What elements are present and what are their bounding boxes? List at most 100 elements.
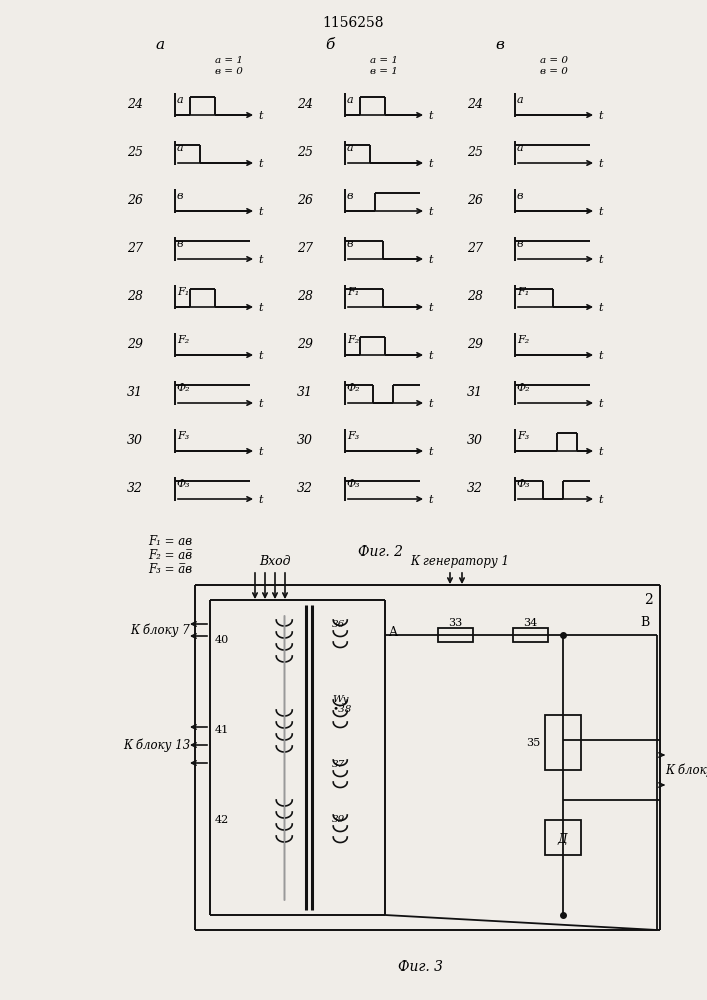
Text: F₃: F₃ [177, 431, 189, 441]
Text: в: в [495, 38, 504, 52]
Text: 28: 28 [467, 290, 483, 303]
Text: Вход: Вход [259, 555, 291, 568]
Text: 35: 35 [526, 738, 540, 748]
Text: а: а [155, 38, 164, 52]
Text: в = 1: в = 1 [370, 67, 398, 76]
Text: t: t [258, 495, 262, 505]
Text: К блоку 3: К блоку 3 [665, 763, 707, 777]
Text: t: t [258, 111, 262, 121]
Text: 27: 27 [127, 242, 143, 255]
Text: 25: 25 [297, 146, 313, 159]
Text: а = 1: а = 1 [370, 56, 398, 65]
Text: а: а [347, 143, 354, 153]
Text: t: t [258, 207, 262, 217]
Text: 33: 33 [448, 618, 462, 628]
Text: 29: 29 [297, 338, 313, 351]
Text: t: t [598, 447, 602, 457]
Text: а = 0: а = 0 [540, 56, 568, 65]
Text: 28: 28 [297, 290, 313, 303]
Bar [544, 820, 580, 855]
Text: t: t [428, 159, 433, 169]
Text: 27: 27 [297, 242, 313, 255]
Text: t: t [428, 207, 433, 217]
Text: 31: 31 [467, 386, 483, 399]
Text: t: t [258, 399, 262, 409]
Text: 32: 32 [297, 482, 313, 495]
Text: t: t [598, 399, 602, 409]
Text: Φ₃: Φ₃ [177, 479, 191, 489]
Text: 30: 30 [127, 434, 143, 447]
Text: F₁: F₁ [517, 287, 530, 297]
Text: в: в [347, 239, 354, 249]
Text: t: t [258, 303, 262, 313]
Text: К блоку 13: К блоку 13 [123, 738, 190, 752]
Text: Φ₃: Φ₃ [517, 479, 531, 489]
Text: в: в [177, 239, 184, 249]
Text: 30: 30 [467, 434, 483, 447]
Text: B: B [640, 616, 649, 630]
Text: а: а [177, 95, 184, 105]
Text: A: A [388, 626, 397, 640]
Text: 41: 41 [215, 725, 229, 735]
Text: t: t [598, 255, 602, 265]
Text: 31: 31 [297, 386, 313, 399]
Text: в = 0: в = 0 [215, 67, 243, 76]
Text: t: t [598, 495, 602, 505]
Text: в: в [517, 191, 523, 201]
Text: а = 1: а = 1 [215, 56, 243, 65]
Text: F₃: F₃ [517, 431, 530, 441]
Text: К генератору 1: К генератору 1 [411, 555, 510, 568]
Text: а: а [517, 95, 524, 105]
Text: 37: 37 [332, 760, 346, 769]
Text: F₂ = ав̅: F₂ = ав̅ [148, 549, 192, 562]
Text: Φ₂: Φ₂ [517, 383, 531, 393]
Text: F₁: F₁ [177, 287, 189, 297]
Text: F₁ = ав: F₁ = ав [148, 535, 192, 548]
Bar [544, 715, 580, 770]
Text: 34: 34 [523, 618, 537, 628]
Text: в: в [347, 191, 354, 201]
Text: t: t [428, 447, 433, 457]
Text: 24: 24 [127, 98, 143, 111]
Text: 24: 24 [467, 98, 483, 111]
Bar [513, 628, 547, 642]
Text: Фиг. 3: Фиг. 3 [397, 960, 443, 974]
Text: t: t [428, 351, 433, 361]
Text: Д: Д [558, 833, 567, 846]
Text: t: t [428, 111, 433, 121]
Text: F₂: F₂ [177, 335, 189, 345]
Text: 36: 36 [332, 620, 346, 629]
Text: 29: 29 [467, 338, 483, 351]
Text: t: t [598, 303, 602, 313]
Text: 26: 26 [467, 194, 483, 207]
Text: F₂: F₂ [517, 335, 530, 345]
Text: К блоку 7: К блоку 7 [130, 623, 190, 637]
Text: F₃ = а̅в: F₃ = а̅в [148, 563, 192, 576]
Text: 1156258: 1156258 [322, 16, 384, 30]
Text: 24: 24 [297, 98, 313, 111]
Text: t: t [428, 255, 433, 265]
Text: 2: 2 [643, 593, 653, 607]
Text: Wу
•38: Wу •38 [332, 695, 351, 714]
Text: 30: 30 [297, 434, 313, 447]
Text: Φ₂: Φ₂ [347, 383, 361, 393]
Text: 25: 25 [467, 146, 483, 159]
Text: в: в [517, 239, 523, 249]
Text: в = 0: в = 0 [540, 67, 568, 76]
Text: Фиг. 2: Фиг. 2 [358, 545, 402, 559]
Text: 39: 39 [332, 815, 346, 824]
Text: в: в [177, 191, 184, 201]
Text: Φ₂: Φ₂ [177, 383, 191, 393]
Text: 32: 32 [127, 482, 143, 495]
Text: F₂: F₂ [347, 335, 359, 345]
Text: t: t [428, 399, 433, 409]
Text: t: t [428, 303, 433, 313]
Text: 40: 40 [215, 635, 229, 645]
Text: F₁: F₁ [347, 287, 359, 297]
Text: 31: 31 [127, 386, 143, 399]
Text: t: t [428, 495, 433, 505]
Text: Φ₃: Φ₃ [347, 479, 361, 489]
Text: а: а [177, 143, 184, 153]
Bar [438, 628, 472, 642]
Text: t: t [598, 351, 602, 361]
